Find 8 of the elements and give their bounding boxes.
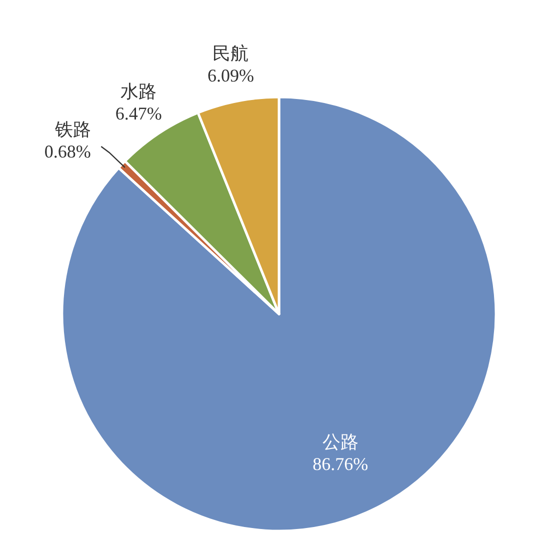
slice-label: 公路 <box>322 432 358 452</box>
data-label: 0.68% <box>44 142 91 162</box>
data-label: 6.09% <box>207 66 254 86</box>
data-label: 6.47% <box>115 103 162 124</box>
slice-label: 水路 <box>120 81 157 102</box>
slice-label: 铁路 <box>54 120 91 140</box>
data-label: 86.76% <box>312 454 368 474</box>
slice-label: 民航 <box>212 44 249 64</box>
